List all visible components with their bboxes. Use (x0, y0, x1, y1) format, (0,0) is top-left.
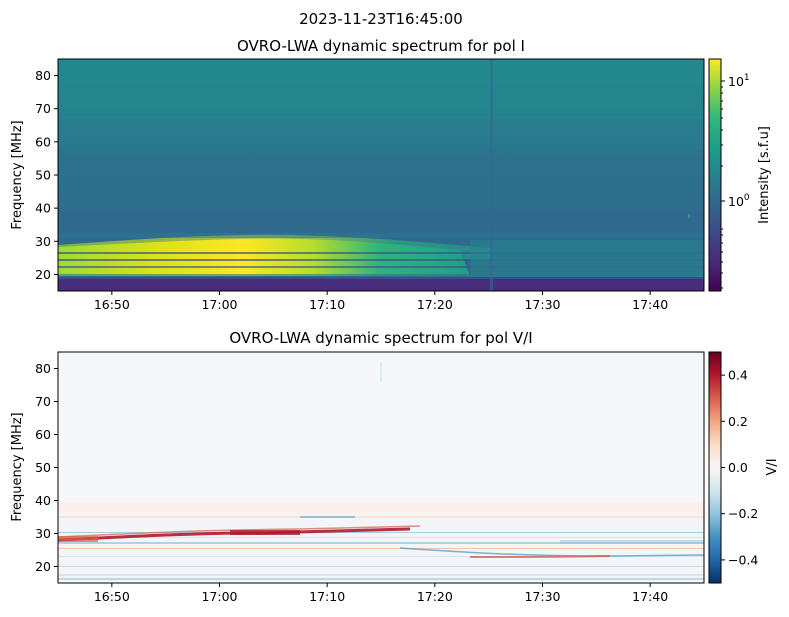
panel1-cbar-tick-10e1: 101 (728, 73, 750, 89)
cbar-tick-label: −0.2 (728, 506, 758, 521)
cbar-tick-label: −0.4 (728, 552, 758, 567)
y-tick-label: 20 (35, 267, 51, 282)
x-tick-label: 17:30 (524, 589, 560, 604)
panel2-ylabel: Frequency [MHz] (10, 412, 25, 521)
cbar-tick-label: 0.0 (728, 460, 748, 475)
panel1-heatmap (58, 59, 704, 291)
panel1-x-axis: 16:50 17:00 17:10 17:20 17:30 17:40 (94, 291, 668, 312)
y-tick-label: 70 (35, 101, 51, 116)
panel1-cbar-tick-10e0: 100 (728, 193, 750, 209)
panel2-title: OVRO-LWA dynamic spectrum for pol V/I (229, 329, 532, 347)
panel2-colorbar (708, 351, 722, 584)
x-tick-label: 17:00 (201, 589, 237, 604)
panel2-colorbar-label: V/I (765, 458, 780, 475)
x-tick-label: 17:00 (201, 297, 237, 312)
y-tick-label: 60 (35, 427, 51, 442)
y-tick-label: 80 (35, 68, 51, 83)
panel1-colorbar (708, 58, 722, 292)
x-tick-label: 17:30 (524, 297, 560, 312)
x-tick-label: 16:50 (94, 297, 130, 312)
cbar-tick-label: 0.4 (728, 368, 748, 383)
y-tick-label: 40 (35, 493, 51, 508)
panel2-heatmap (58, 352, 704, 583)
panel1-y-axis: 20 30 40 50 60 70 80 (35, 68, 58, 282)
y-tick-label: 70 (35, 394, 51, 409)
y-tick-label: 50 (35, 168, 51, 183)
panel1-colorbar-label: Intensity [s.f.u] (757, 126, 772, 224)
y-tick-label: 80 (35, 361, 51, 376)
y-tick-label: 40 (35, 201, 51, 216)
panel2-y-axis: 20 30 40 50 60 70 80 (35, 361, 58, 574)
panel2-colorbar-ticks: 0.4 0.2 0.0 −0.2 −0.4 (721, 368, 758, 567)
y-tick-label: 20 (35, 559, 51, 574)
panel1-title: OVRO-LWA dynamic spectrum for pol I (237, 37, 525, 55)
x-tick-label: 17:10 (309, 297, 345, 312)
panel1-colorbar-ticks: 101 100 (721, 73, 750, 289)
y-tick-label: 60 (35, 134, 51, 149)
y-tick-label: 30 (35, 526, 51, 541)
x-tick-label: 17:10 (309, 589, 345, 604)
panel1-ylabel: Frequency [MHz] (10, 120, 25, 229)
y-tick-label: 30 (35, 234, 51, 249)
figure-suptitle: 2023-11-23T16:45:00 (299, 10, 463, 28)
x-tick-label: 16:50 (94, 589, 130, 604)
x-tick-label: 17:20 (417, 297, 453, 312)
panel2-x-axis: 16:50 17:00 17:10 17:20 17:30 17:40 (94, 583, 668, 604)
cbar-tick-label: 0.2 (728, 414, 748, 429)
x-tick-label: 17:20 (417, 589, 453, 604)
x-tick-label: 17:40 (632, 589, 668, 604)
x-tick-label: 17:40 (632, 297, 668, 312)
y-tick-label: 50 (35, 460, 51, 475)
